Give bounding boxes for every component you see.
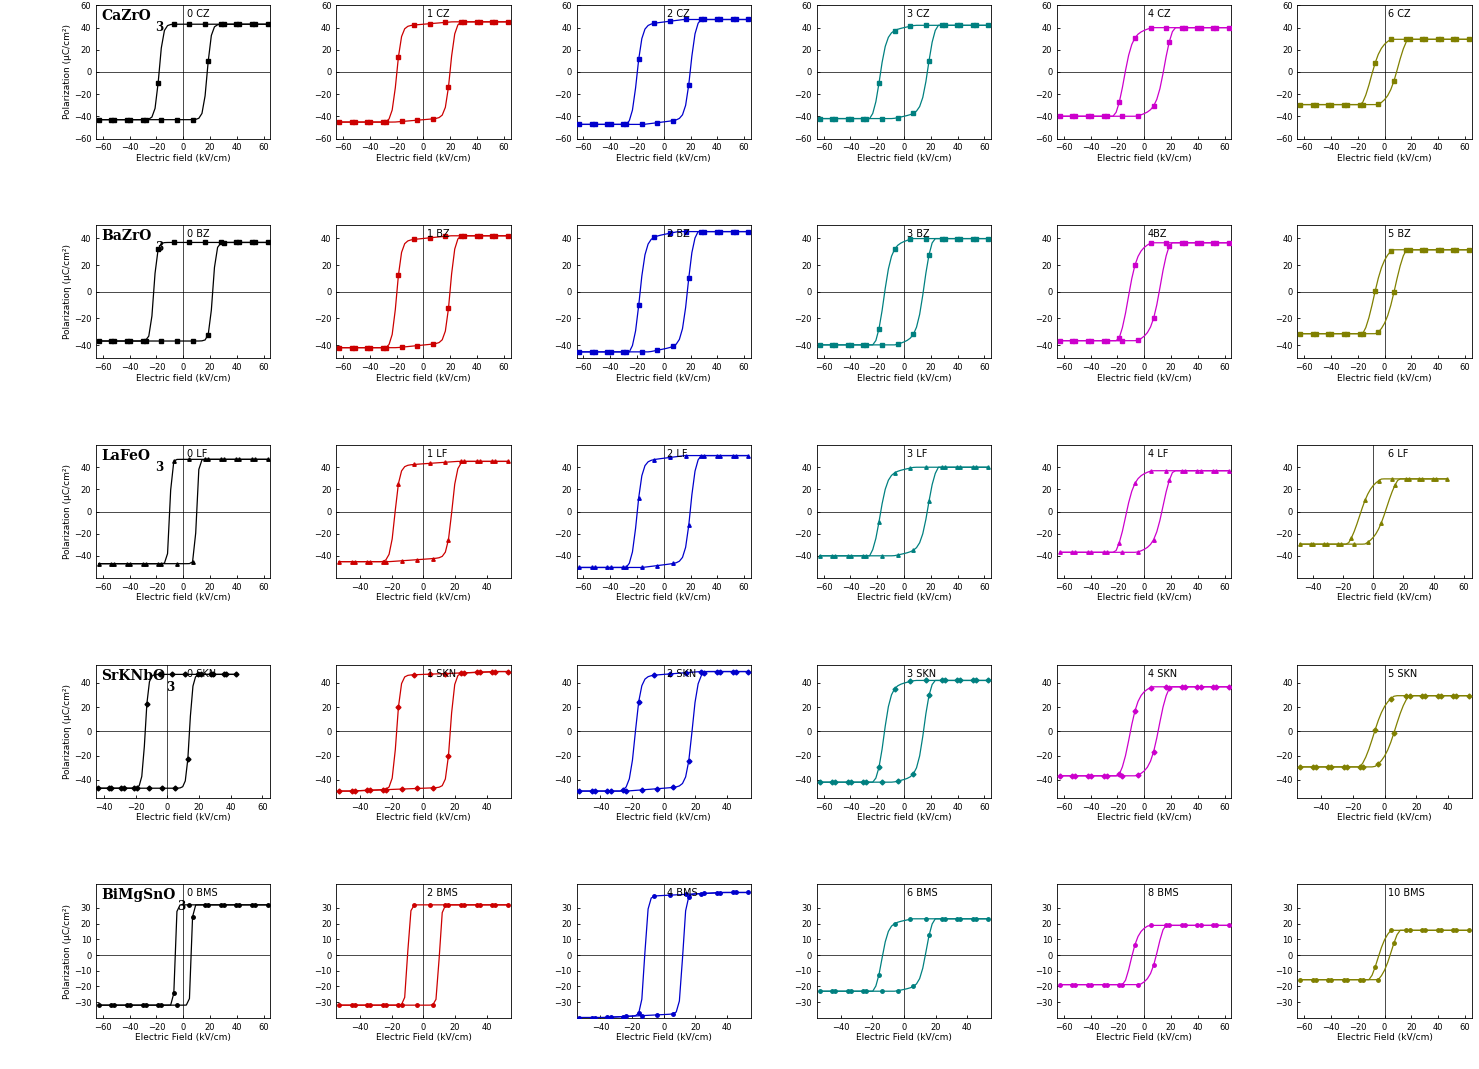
Text: 6 CZ: 6 CZ: [1387, 10, 1411, 19]
Text: SrKNbO: SrKNbO: [102, 669, 166, 683]
X-axis label: Electric field (kV/cm): Electric field (kV/cm): [136, 154, 231, 162]
X-axis label: Electric field (kV/cm): Electric field (kV/cm): [376, 154, 470, 162]
Text: 0 CZ: 0 CZ: [186, 10, 210, 19]
Text: 5 BZ: 5 BZ: [1387, 229, 1411, 239]
X-axis label: Electric Field (kV/cm): Electric Field (kV/cm): [376, 1033, 472, 1042]
Text: 2 BMS: 2 BMS: [427, 888, 457, 898]
Text: 1 BZ: 1 BZ: [427, 229, 450, 239]
Text: 1 LF: 1 LF: [427, 449, 447, 459]
X-axis label: Electric field (kV/cm): Electric field (kV/cm): [1337, 814, 1432, 822]
X-axis label: Electric Field (kV/cm): Electric Field (kV/cm): [615, 1033, 711, 1042]
Y-axis label: Polarization (μC/cm²): Polarization (μC/cm²): [64, 464, 72, 559]
Text: 3: 3: [166, 681, 175, 694]
X-axis label: Electric field (kV/cm): Electric field (kV/cm): [1097, 154, 1192, 162]
Text: 0 SKN: 0 SKN: [186, 669, 216, 679]
Text: 4 CZ: 4 CZ: [1148, 10, 1170, 19]
Text: 3 LF: 3 LF: [908, 449, 927, 459]
Text: BaZrO: BaZrO: [102, 229, 152, 243]
Y-axis label: Polarization (μC/cm²): Polarization (μC/cm²): [64, 25, 72, 120]
Text: 3: 3: [155, 461, 164, 474]
X-axis label: Electric field (kV/cm): Electric field (kV/cm): [1097, 593, 1192, 602]
Y-axis label: Polarizatioη (μC/cm²): Polarizatioη (μC/cm²): [64, 684, 72, 779]
Text: 3 SKN: 3 SKN: [908, 669, 936, 679]
X-axis label: Electric field (kV/cm): Electric field (kV/cm): [617, 814, 711, 822]
Text: 2 SKN: 2 SKN: [667, 669, 697, 679]
Text: 3 CZ: 3 CZ: [908, 10, 930, 19]
X-axis label: Electric field (kV/cm): Electric field (kV/cm): [376, 373, 470, 383]
X-axis label: Electric Field (kV/cm): Electric Field (kV/cm): [135, 1033, 231, 1042]
Text: 4 BMS: 4 BMS: [667, 888, 698, 898]
Text: 2 BZ: 2 BZ: [667, 229, 691, 239]
Text: 3 BZ: 3 BZ: [908, 229, 930, 239]
Text: 5 SKN: 5 SKN: [1387, 669, 1417, 679]
Text: 4 LF: 4 LF: [1148, 449, 1168, 459]
Text: 0 BZ: 0 BZ: [186, 229, 210, 239]
Text: 2 LF: 2 LF: [667, 449, 688, 459]
X-axis label: Electric field (kV/cm): Electric field (kV/cm): [856, 373, 951, 383]
Text: BiMgSnO: BiMgSnO: [102, 888, 176, 902]
Text: 2 CZ: 2 CZ: [667, 10, 691, 19]
X-axis label: Electric field (kV/cm): Electric field (kV/cm): [617, 373, 711, 383]
Text: 6 BMS: 6 BMS: [908, 888, 938, 898]
X-axis label: Electric Field (kV/cm): Electric Field (kV/cm): [856, 1033, 952, 1042]
X-axis label: Electric field (kV/cm): Electric field (kV/cm): [1337, 154, 1432, 162]
X-axis label: Electric field (kV/cm): Electric field (kV/cm): [1337, 593, 1432, 602]
X-axis label: Electric field (kV/cm): Electric field (kV/cm): [1097, 814, 1192, 822]
X-axis label: Electric field (kV/cm): Electric field (kV/cm): [856, 154, 951, 162]
Text: 1 CZ: 1 CZ: [427, 10, 450, 19]
Text: 0 BMS: 0 BMS: [186, 888, 217, 898]
Y-axis label: Polarizatioη (μC/cm²): Polarizatioη (μC/cm²): [64, 244, 72, 339]
X-axis label: Electric field (kV/cm): Electric field (kV/cm): [376, 814, 470, 822]
Text: 3: 3: [155, 242, 164, 254]
Y-axis label: Polarization (μC/cm²): Polarization (μC/cm²): [64, 903, 72, 998]
Text: 1 SKN: 1 SKN: [427, 669, 456, 679]
X-axis label: Electric field (kV/cm): Electric field (kV/cm): [136, 593, 231, 602]
X-axis label: Electric field (kV/cm): Electric field (kV/cm): [1097, 373, 1192, 383]
Text: 4BZ: 4BZ: [1148, 229, 1167, 239]
X-axis label: Electric field (kV/cm): Electric field (kV/cm): [617, 154, 711, 162]
Text: 0 LF: 0 LF: [186, 449, 207, 459]
X-axis label: Electric field (kV/cm): Electric field (kV/cm): [1337, 373, 1432, 383]
Text: 3: 3: [155, 21, 164, 34]
X-axis label: Electric Field (kV/cm): Electric Field (kV/cm): [1096, 1033, 1192, 1042]
X-axis label: Electric field (kV/cm): Electric field (kV/cm): [376, 593, 470, 602]
X-axis label: Electric field (kV/cm): Electric field (kV/cm): [856, 814, 951, 822]
Text: 3: 3: [177, 900, 185, 914]
Text: 10 BMS: 10 BMS: [1387, 888, 1424, 898]
Text: LaFeO: LaFeO: [102, 449, 151, 463]
X-axis label: Electric field (kV/cm): Electric field (kV/cm): [856, 593, 951, 602]
Text: 4 SKN: 4 SKN: [1148, 669, 1177, 679]
X-axis label: Electric field (kV/cm): Electric field (kV/cm): [136, 373, 231, 383]
Text: 6 LF: 6 LF: [1387, 449, 1408, 459]
X-axis label: Electric field (kV/cm): Electric field (kV/cm): [136, 814, 231, 822]
X-axis label: Electric Field (kV/cm): Electric Field (kV/cm): [1337, 1033, 1433, 1042]
Text: 8 BMS: 8 BMS: [1148, 888, 1179, 898]
Text: CaZrO: CaZrO: [102, 10, 151, 24]
X-axis label: Electric field (kV/cm): Electric field (kV/cm): [617, 593, 711, 602]
